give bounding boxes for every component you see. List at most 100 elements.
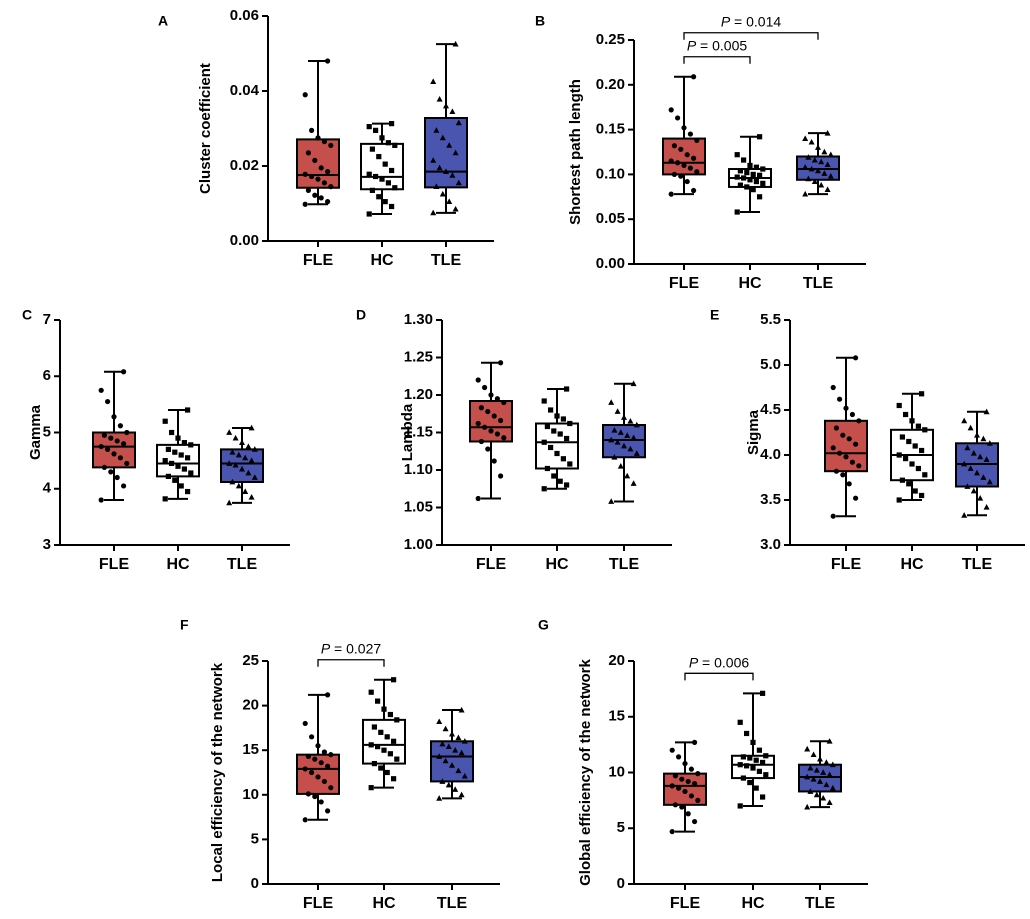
data-point	[734, 174, 740, 180]
data-point	[815, 144, 821, 150]
data-point	[737, 182, 743, 188]
data-point	[633, 421, 640, 428]
y-tick-label: 5	[617, 819, 625, 836]
data-point	[685, 811, 691, 817]
data-point	[124, 429, 130, 436]
y-tick-label: 4.5	[760, 401, 781, 418]
p-symbol: P	[689, 654, 699, 670]
data-point	[672, 802, 679, 808]
data-point	[977, 495, 984, 501]
data-point	[321, 139, 327, 145]
panel-b: B 0.00 0.05 0.10 0.15 0.20 0.25 Shortest path l…	[535, 13, 866, 292]
data-point	[691, 74, 697, 80]
data-point	[541, 486, 547, 492]
data-point	[744, 763, 750, 769]
box-fle	[92, 369, 136, 503]
panel-letter: E	[710, 307, 719, 323]
data-point	[760, 166, 766, 172]
data-point	[114, 438, 120, 444]
data-point	[818, 158, 825, 165]
panel-a: A 0.00 0.02 0.04 0.06 Cluster coefficient FLE H…	[158, 7, 494, 269]
data-point	[475, 420, 481, 427]
x-tick-label: TLE	[437, 895, 468, 912]
data-point	[498, 360, 504, 366]
box-tle	[602, 380, 646, 504]
data-point	[849, 411, 856, 418]
data-point	[389, 167, 395, 174]
data-point	[813, 791, 820, 798]
data-point	[169, 429, 175, 436]
data-point	[567, 461, 573, 467]
x-tick-label: TLE	[805, 895, 836, 912]
y-tick-label: 15	[242, 741, 259, 758]
data-point	[695, 771, 701, 777]
data-point	[452, 205, 459, 212]
data-point	[695, 797, 701, 803]
data-point	[912, 488, 918, 494]
data-point	[811, 178, 818, 184]
data-point	[694, 169, 700, 175]
data-point	[321, 180, 327, 186]
data-point	[312, 157, 318, 163]
data-point	[181, 440, 187, 446]
data-point	[387, 711, 393, 718]
box-hc	[362, 677, 406, 791]
data-point	[391, 776, 397, 782]
data-point	[843, 454, 849, 460]
x-tick-label: FLE	[303, 252, 334, 269]
y-tick-label: 25	[242, 652, 259, 669]
data-point	[750, 765, 756, 771]
y-tick-label: 7	[43, 311, 51, 328]
data-point	[491, 458, 497, 464]
data-point	[608, 498, 615, 504]
data-point	[624, 432, 631, 438]
data-point	[541, 439, 547, 445]
y-axis-label: Shortest path length	[567, 79, 584, 225]
y-axis-label: Global efficiency of the network	[577, 658, 594, 885]
data-point	[669, 747, 675, 753]
data-point	[829, 784, 836, 791]
data-point	[433, 183, 440, 190]
data-point	[111, 414, 117, 420]
data-point	[614, 439, 621, 445]
x-tick-label: HC	[741, 895, 765, 912]
x-tick-label: HC	[372, 895, 396, 912]
data-point	[181, 466, 187, 472]
data-point	[983, 456, 990, 462]
data-point	[823, 759, 830, 765]
y-axis-label: Gamma	[27, 404, 44, 460]
panel-letter: G	[538, 617, 549, 633]
y-tick-label: 5	[251, 830, 259, 847]
y-axis-label: Local efficiency of the network	[209, 662, 226, 882]
y-tick-label: 1.05	[404, 498, 433, 515]
box-iqr	[824, 419, 868, 473]
data-point	[235, 482, 242, 489]
y-tick-label: 0.00	[230, 232, 259, 249]
data-point	[384, 769, 390, 776]
y-tick-label: 0.10	[596, 165, 625, 182]
x-tick-label: HC	[166, 556, 190, 573]
panel-c: C 3 4 5 6 7 Gamma FLE HC TLE	[22, 307, 290, 573]
data-point	[482, 384, 488, 391]
data-point	[671, 171, 678, 177]
data-point	[692, 781, 698, 787]
box-hc	[360, 121, 404, 217]
data-point	[668, 158, 674, 164]
data-point	[169, 460, 175, 467]
data-point	[445, 743, 452, 750]
data-point	[488, 392, 494, 398]
data-point	[833, 468, 840, 474]
data-point	[312, 756, 318, 762]
data-point	[439, 190, 446, 197]
data-point	[378, 765, 384, 771]
bracket-line	[684, 672, 754, 681]
x-tick-label: HC	[738, 275, 762, 292]
data-point	[373, 173, 379, 180]
data-point	[376, 154, 382, 160]
data-point	[961, 417, 968, 424]
y-tick-label: 5	[43, 423, 51, 440]
x-tick-label: HC	[545, 556, 569, 573]
data-point	[744, 184, 750, 190]
data-point	[986, 440, 993, 446]
data-point	[391, 738, 397, 744]
